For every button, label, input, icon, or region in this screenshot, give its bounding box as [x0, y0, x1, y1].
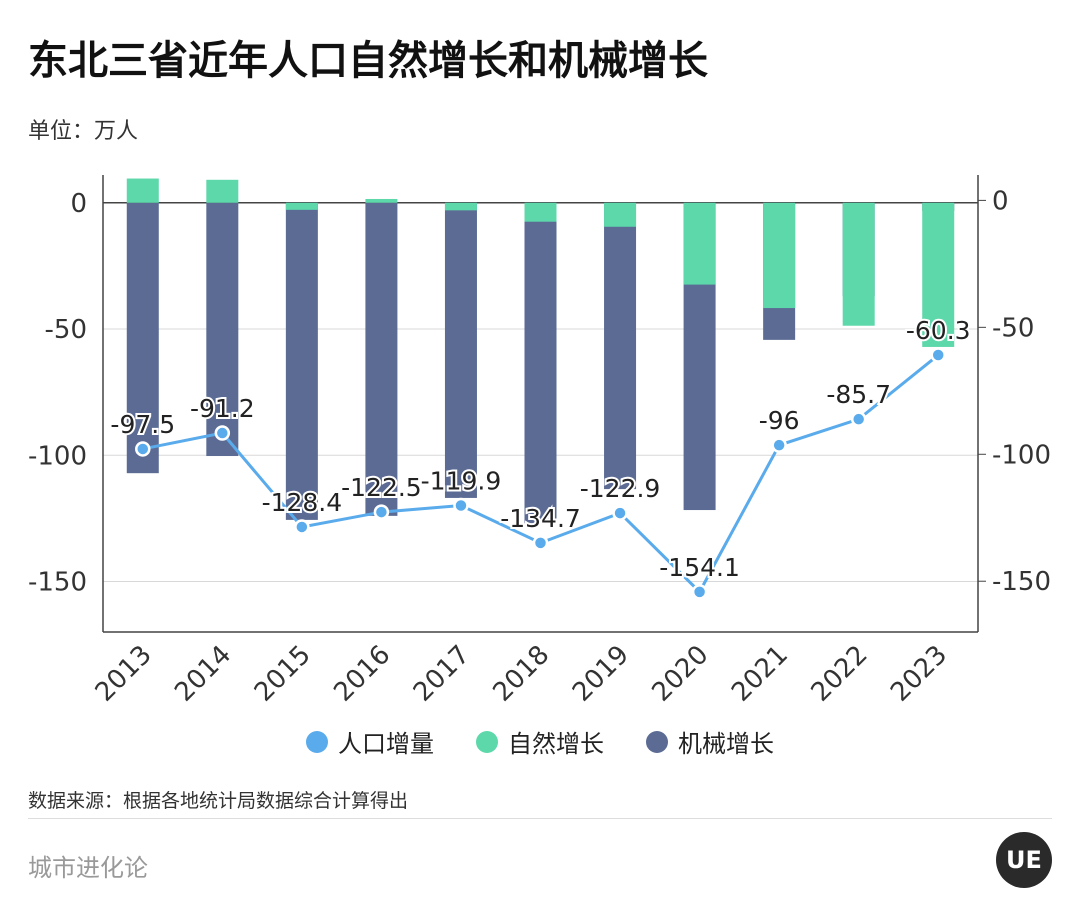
- point-population-2023: [930, 347, 946, 363]
- bar-mechanical-2013: [126, 202, 159, 474]
- y-right-tick-label: -150: [992, 567, 1051, 597]
- y-left-tick-label: -100: [28, 441, 87, 471]
- x-tick-label: 2021: [726, 640, 794, 708]
- data-label-population: -97.5: [110, 410, 175, 439]
- x-tick-label: 2023: [885, 640, 953, 708]
- x-tick-label: 2022: [806, 640, 874, 708]
- x-tick-label: 2018: [487, 640, 555, 708]
- bar-natural-2016: [365, 198, 398, 203]
- combo-chart: 0 -50 -100 -150 0 -50 -100 -150 2013 2014 2015 2016…: [28, 175, 1051, 708]
- y-left-tick-label: -150: [28, 568, 87, 598]
- point-population-2020: [691, 584, 708, 600]
- point-population-2014: [214, 425, 231, 441]
- y-right-tick-label: -100: [992, 440, 1051, 470]
- x-tick-label: 2015: [249, 640, 317, 708]
- y-right-tick-label: 0: [992, 186, 1009, 216]
- data-label-population: -96: [759, 406, 800, 435]
- y-right-tick-label: -50: [992, 313, 1034, 343]
- bar-natural-2021: [763, 202, 796, 309]
- bar-mechanical-2014: [206, 202, 239, 457]
- y-left-tick-label: -50: [45, 315, 87, 345]
- bar-natural-2020: [683, 202, 716, 285]
- x-tick-label: 2013: [90, 640, 158, 708]
- bar-natural-2017: [444, 202, 477, 211]
- data-label-population: -119.9: [421, 467, 502, 496]
- x-tick-label: 2019: [567, 640, 635, 708]
- x-tick-label: 2016: [328, 640, 396, 708]
- data-label-population: -60.3: [906, 316, 971, 345]
- point-population-2013: [135, 441, 151, 457]
- point-population-2016: [373, 504, 390, 520]
- point-population-2022: [850, 411, 867, 427]
- bar-mechanical-2019: [604, 202, 637, 490]
- legend-item-mechanical[interactable]: 机械增长: [646, 724, 774, 759]
- x-tick-label: 2020: [647, 640, 715, 708]
- legend-dot-mechanical: [646, 730, 668, 753]
- bar-natural-2015: [285, 202, 318, 210]
- bar-natural-2014: [206, 179, 239, 203]
- bar-mechanical-2018: [524, 202, 557, 524]
- x-tick-label: 2014: [169, 640, 237, 708]
- point-population-2019: [612, 505, 628, 521]
- data-label-population: -122.5: [341, 473, 422, 502]
- chart-title: 东北三省近年人口自然增长和机械增长: [28, 38, 708, 84]
- y-left-tick-label: 0: [70, 189, 87, 219]
- legend-label-population: 人口增量: [338, 730, 434, 758]
- data-label-population: -154.1: [659, 553, 740, 582]
- point-population-2015: [294, 519, 310, 535]
- legend-label-natural: 自然增长: [508, 730, 604, 758]
- bar-natural-2022: [842, 202, 875, 326]
- point-population-2021: [771, 437, 787, 453]
- divider: [28, 818, 1052, 819]
- brand-logo: UE: [996, 832, 1052, 888]
- data-label-population: -134.7: [500, 504, 581, 533]
- legend: 人口增量 自然增长 机械增长: [0, 724, 1080, 759]
- bar-natural-2013: [126, 178, 159, 203]
- point-population-2017: [453, 497, 469, 514]
- data-label-population: -128.4: [262, 488, 343, 517]
- bar-natural-2018: [524, 202, 557, 222]
- legend-item-natural[interactable]: 自然增长: [476, 724, 604, 759]
- bar-mechanical-2017: [444, 202, 477, 498]
- unit-label: 单位：万人: [28, 119, 139, 144]
- bar-mechanical-2015: [285, 202, 318, 520]
- brand-name: 城市进化论: [28, 854, 148, 882]
- legend-label-mechanical: 机械增长: [678, 730, 774, 758]
- x-tick-label: 2017: [408, 640, 476, 708]
- source-note: 数据来源：根据各地统计局数据综合计算得出: [28, 790, 409, 812]
- data-label-population: -122.9: [580, 474, 661, 503]
- bar-mechanical-2016: [365, 202, 398, 516]
- data-label-population: -91.2: [190, 394, 255, 423]
- point-population-2018: [532, 535, 549, 551]
- legend-dot-population: [306, 730, 328, 753]
- bar-natural-2019: [604, 202, 637, 227]
- data-label-population: -85.7: [826, 380, 891, 409]
- legend-item-population[interactable]: 人口增量: [306, 724, 434, 759]
- legend-dot-natural: [476, 730, 498, 753]
- bar-natural-2023: [922, 202, 955, 347]
